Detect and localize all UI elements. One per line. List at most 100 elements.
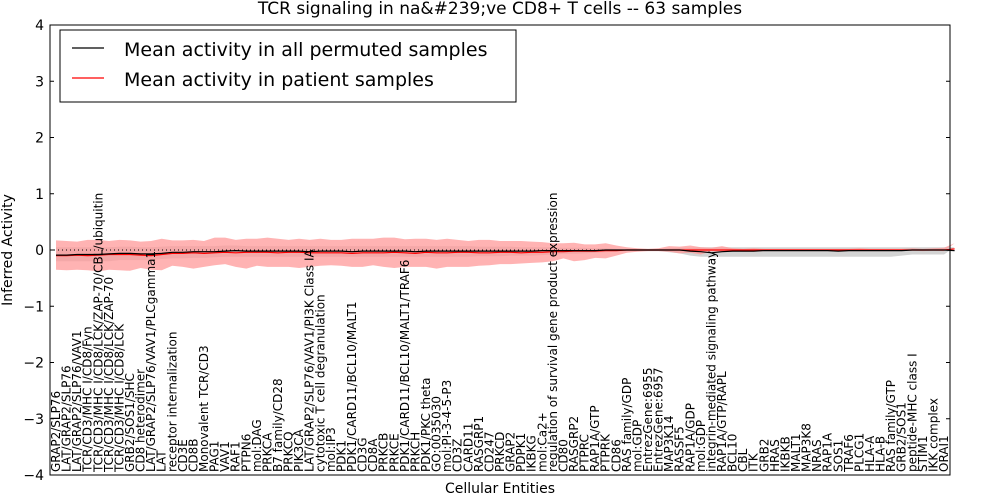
x-tick-label: BCL10 bbox=[726, 434, 740, 472]
x-tick-label: MAP3K14 bbox=[662, 415, 676, 472]
x-tick-label: RAP1A/GTP bbox=[588, 405, 602, 472]
x-tick-label: CD86 bbox=[609, 439, 623, 472]
x-tick-label: LAT/GRAP2/SLP76/VAV1 bbox=[70, 331, 84, 472]
x-tick-label: PRKCQ bbox=[282, 431, 296, 472]
x-tick-label: CD3Z bbox=[451, 439, 465, 472]
x-tick-label: LAT bbox=[155, 450, 169, 472]
x-tick-label: mol:GDP bbox=[630, 420, 644, 472]
y-axis-label: Inferred Activity bbox=[0, 194, 16, 306]
x-tick-label: GRB2/SOS1 bbox=[895, 402, 909, 472]
legend-box bbox=[59, 29, 517, 103]
x-tick-label: LAT/GRAP2/SLP76/VAV1/PLCgamma1 bbox=[144, 251, 158, 472]
x-tick-label: HRAS bbox=[768, 439, 782, 472]
y-tick-label: 2 bbox=[35, 131, 44, 147]
x-tick-label: CD3E bbox=[176, 439, 190, 472]
x-axis-label: Cellular Entities bbox=[445, 481, 555, 497]
x-tick-label: EntrezGene:6957 bbox=[652, 368, 666, 473]
x-tick-label: GRB2 bbox=[757, 438, 771, 472]
series-lines bbox=[56, 248, 955, 257]
x-tick-label: receptor internalization bbox=[165, 332, 179, 472]
x-tick-label: SOS1 bbox=[831, 440, 845, 472]
y-tick-label: −3 bbox=[23, 412, 44, 428]
x-tick-label: RASSF5 bbox=[673, 426, 687, 472]
y-axis: −4 −3 −2 −1 0 1 2 3 4 bbox=[23, 18, 950, 484]
legend-label-patient: Mean activity in patient samples bbox=[124, 69, 434, 91]
x-tick-label: PRKCB bbox=[377, 433, 391, 472]
x-tick-label: TCR/CD3/MHC I/CD8/LCK bbox=[112, 323, 126, 473]
x-tick-label: PRKCH bbox=[408, 432, 422, 472]
x-tick-label: VAV1 bbox=[218, 441, 232, 472]
x-tick-label: RAF1 bbox=[229, 441, 243, 472]
y-tick-label: −1 bbox=[23, 299, 44, 315]
x-tick-label: PTPRC bbox=[578, 434, 592, 472]
x-tick-label: CBL bbox=[736, 448, 750, 472]
x-tick-label: PDK1/CARD11/BCL10/MALT1 bbox=[345, 302, 359, 472]
x-tick-label: RAP1A bbox=[821, 432, 835, 472]
x-tick-label: ORAI1 bbox=[937, 435, 951, 472]
y-tick-label: 0 bbox=[35, 243, 44, 259]
x-tick-label: RASGRP2 bbox=[567, 416, 581, 472]
x-tick-label: mol:GDP bbox=[694, 420, 708, 472]
x-tick-label: mol:PI-3-4-5-P3 bbox=[440, 380, 454, 472]
x-tick-label: MALT1 bbox=[789, 433, 803, 472]
x-tick-label: TCR/CD3/MHC I/CD8/LCK/ZAP-70/CBL/ubiquit… bbox=[91, 193, 105, 473]
permuted-mean-line bbox=[56, 249, 955, 256]
y-tick-label: 3 bbox=[35, 74, 44, 90]
x-tick-label: PLCG1 bbox=[852, 433, 866, 472]
y-tick-label: 4 bbox=[35, 18, 44, 34]
x-tick-label: RASGRP1 bbox=[472, 416, 486, 472]
x-tick-label: PDK1/PKC theta bbox=[419, 378, 433, 472]
x-tick-label: GRAP2/SLP76 bbox=[49, 391, 63, 472]
x-tick-label: RAP1A/GTP/RAPL bbox=[715, 371, 729, 472]
x-tick-label: PRKCE bbox=[387, 433, 401, 472]
x-tick-label: IKK complex bbox=[926, 398, 940, 472]
x-tick-label: PDK1 bbox=[334, 440, 348, 472]
x-tick-label: CD8B bbox=[186, 439, 200, 473]
x-tick-label: PTPN6 bbox=[239, 434, 253, 472]
x-tick-label: LAT/GRAP2/SLP76 bbox=[60, 365, 74, 472]
x-tick-label: PIK3CA bbox=[292, 428, 306, 472]
x-tick-label: PRKCA bbox=[260, 432, 274, 472]
x-tick-label: TRAF6 bbox=[842, 434, 856, 473]
x-tick-label: integrin-mediated signaling pathway bbox=[704, 251, 718, 472]
x-tick-label: GO:0035030 bbox=[430, 396, 444, 472]
legend-label-permuted: Mean activity in all permuted samples bbox=[124, 39, 487, 61]
x-tick-label: ITK bbox=[747, 452, 761, 472]
x-tick-label: mol:Ca2+ bbox=[535, 412, 549, 472]
patient-band bbox=[56, 237, 955, 272]
x-tick-label: HLA-A bbox=[863, 435, 877, 472]
x-tick-label: MAP3K8 bbox=[800, 423, 814, 472]
x-tick-label: mol:IP3 bbox=[324, 427, 338, 472]
x-tick-labels: GRAP2/SLP76LAT/GRAP2/SLP76LAT/GRAP2/SLP7… bbox=[49, 193, 951, 473]
legend: Mean activity in all permuted samples Me… bbox=[59, 29, 517, 103]
x-tick-label: PDPK1 bbox=[514, 433, 528, 472]
x-tick-label: HLA-B bbox=[874, 436, 888, 472]
x-tick-label: GRAP2 bbox=[504, 432, 518, 472]
x-tick-label: PTPRK bbox=[599, 433, 613, 472]
x-tick-label: CD8A bbox=[366, 438, 380, 472]
x-tick-label: TCR/CD3/MHC I/CD8/Fyn bbox=[81, 326, 95, 473]
x-tick-label: CD3G bbox=[356, 437, 370, 472]
x-tick-label: PRKCD bbox=[493, 432, 507, 472]
x-tick-label: PAG1 bbox=[208, 441, 222, 472]
x-tick-label: RAP1A/GDP bbox=[683, 403, 697, 472]
x-tick-label: RAS family/GTP bbox=[884, 380, 898, 472]
x-tick-label: B7 family/CD28 bbox=[271, 378, 285, 472]
x-tick-label: IKBKG bbox=[525, 435, 539, 472]
x-tick-label: LAT/GRAP2/SLP76/VAV1/PI3K Class IA bbox=[303, 248, 317, 472]
x-tick-label: PDK1/CARD11/BCL10/MALT1/TRAF6 bbox=[398, 260, 412, 472]
x-tick-label: CD8 heterodimer bbox=[134, 369, 148, 472]
x-tick-label: NRAS bbox=[810, 439, 824, 472]
y-tick-label: 1 bbox=[35, 187, 44, 203]
x-tick-label: peptide-MHC class I bbox=[905, 353, 919, 472]
x-tick-label: cytotoxic T cell degranulation bbox=[313, 294, 327, 472]
chart-title: TCR signaling in na&#239;ve CD8+ T cells… bbox=[257, 0, 742, 19]
y-tick-label: −2 bbox=[23, 356, 44, 372]
x-tick-label: CD247 bbox=[482, 431, 496, 472]
x-tick-label: mol:DAG bbox=[250, 419, 264, 472]
x-tick-label: GRB2/SOS1/SHC bbox=[123, 373, 137, 472]
x-tick-label: IKBKB bbox=[778, 436, 792, 472]
x-tick-label: CARD11 bbox=[461, 423, 475, 472]
x-tick-label: CD80 bbox=[556, 439, 570, 472]
